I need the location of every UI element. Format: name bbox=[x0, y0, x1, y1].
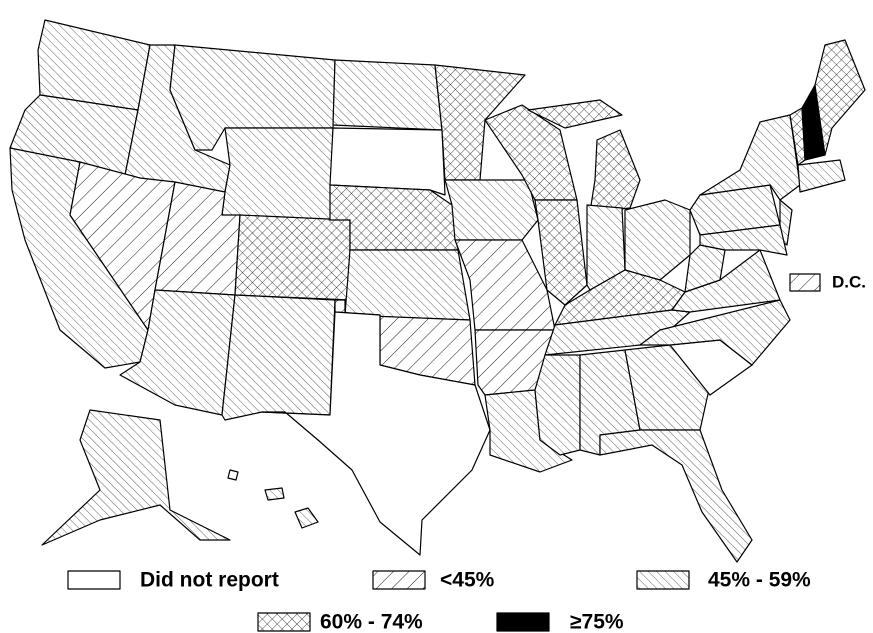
legend-swatch bbox=[636, 570, 690, 590]
state bbox=[699, 114, 801, 201]
legend-label: 45% - 59% bbox=[708, 569, 811, 592]
legend-swatch bbox=[372, 570, 426, 590]
state bbox=[344, 249, 471, 321]
state bbox=[37, 19, 151, 111]
state bbox=[261, 311, 491, 556]
state bbox=[699, 224, 788, 256]
state bbox=[684, 244, 726, 293]
state bbox=[639, 299, 791, 366]
state bbox=[814, 39, 866, 156]
dc-label: D.C. bbox=[832, 272, 866, 291]
state bbox=[534, 354, 581, 456]
state bbox=[221, 127, 334, 221]
state bbox=[589, 129, 641, 213]
legend-swatch bbox=[257, 612, 311, 632]
legend-label: <45% bbox=[440, 569, 495, 592]
state bbox=[527, 99, 623, 129]
state bbox=[234, 214, 351, 301]
state bbox=[332, 59, 443, 131]
state bbox=[444, 179, 539, 241]
state bbox=[227, 469, 239, 481]
state bbox=[689, 184, 781, 236]
legend-label: Did not report bbox=[140, 569, 279, 592]
legend-swatch bbox=[67, 570, 121, 590]
state bbox=[329, 127, 446, 196]
state bbox=[294, 507, 319, 529]
legend-label: 60% - 74% bbox=[320, 611, 423, 633]
state bbox=[264, 487, 285, 501]
state bbox=[41, 409, 231, 546]
state bbox=[624, 199, 691, 281]
legend-swatch bbox=[496, 612, 550, 632]
legend-label: ≥75% bbox=[570, 611, 624, 633]
state bbox=[797, 159, 846, 193]
state bbox=[221, 294, 336, 421]
dc-swatch bbox=[789, 273, 821, 292]
state bbox=[599, 429, 753, 563]
